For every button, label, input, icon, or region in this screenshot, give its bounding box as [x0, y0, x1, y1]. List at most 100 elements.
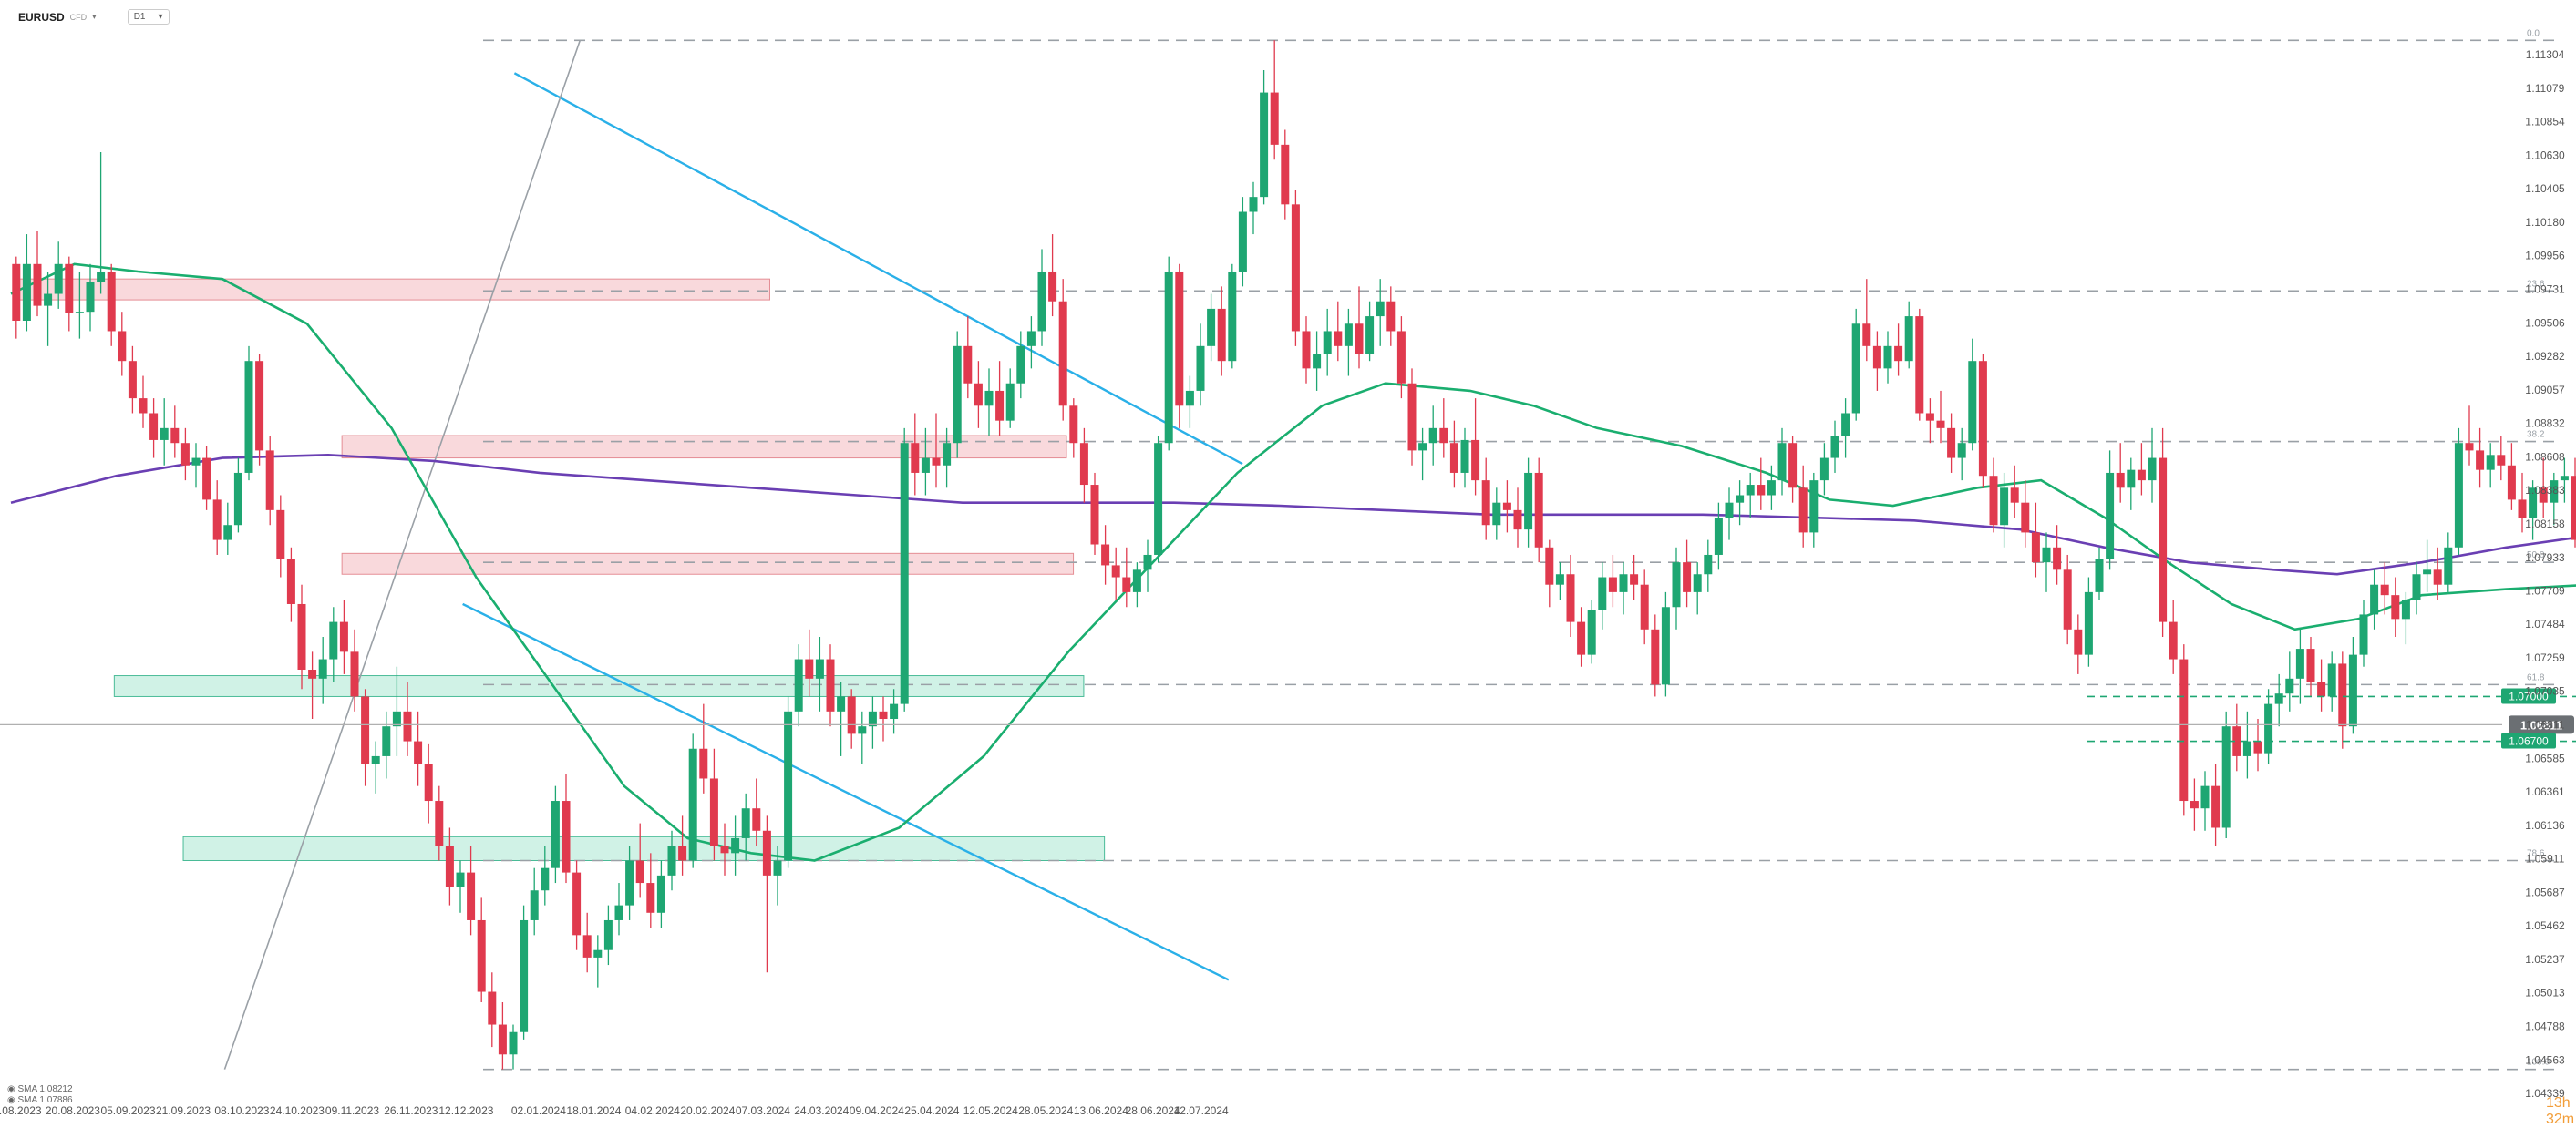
candle-body	[572, 873, 581, 936]
candle	[1598, 562, 1606, 630]
candle-body	[731, 838, 739, 853]
candle-body	[2106, 473, 2114, 559]
eye-icon[interactable]: ◉	[7, 1095, 15, 1105]
symbol-name[interactable]: EURUSD	[18, 11, 65, 24]
candle-body	[1757, 485, 1765, 495]
candle	[2138, 443, 2146, 495]
candle	[202, 446, 211, 509]
candle-body	[97, 272, 105, 282]
candle	[1545, 540, 1553, 608]
candle	[2117, 443, 2125, 502]
symbol-dropdown-icon[interactable]: ▾	[92, 12, 97, 22]
candle-body	[2360, 614, 2368, 654]
candle-body	[1503, 503, 1511, 510]
candle	[827, 644, 835, 726]
candle	[520, 906, 528, 1040]
candle	[995, 361, 1004, 436]
candle	[1788, 436, 1797, 503]
candle-body	[2000, 487, 2008, 525]
candle-body	[1154, 443, 1162, 555]
candle-body	[1165, 272, 1173, 443]
candle	[1376, 279, 1385, 346]
candle-body	[963, 346, 972, 384]
candle-body	[1788, 443, 1797, 487]
candle	[1820, 443, 1829, 495]
price-axis[interactable]: 1.113041.110791.108541.106301.104051.101…	[2525, 48, 2565, 1100]
candle	[2434, 548, 2442, 600]
candle	[97, 152, 105, 293]
candle-body	[742, 808, 750, 838]
legend-item[interactable]: ◉ SMA 1.07886	[7, 1095, 73, 1106]
candle-body	[1979, 361, 1987, 476]
timeframe-select[interactable]: D1 ▾	[128, 9, 170, 25]
candle	[848, 689, 856, 748]
candle-body	[710, 778, 718, 846]
candle	[1577, 607, 1585, 666]
date-tick-label: 25.04.2024	[904, 1104, 959, 1117]
candle	[721, 824, 729, 876]
candle	[2254, 719, 2262, 771]
candle-body	[467, 873, 475, 920]
candle	[657, 861, 665, 928]
candle-body	[2402, 600, 2410, 619]
candle-body	[108, 272, 116, 331]
candle	[1069, 398, 1077, 457]
candle-body	[2466, 443, 2474, 450]
candle	[1620, 562, 1628, 614]
price-alert-tag: 1.06700	[2501, 733, 2556, 749]
candle-body	[2571, 476, 2576, 539]
price-tick-label: 1.05462	[2525, 919, 2565, 932]
candle	[1324, 309, 1332, 376]
candle	[678, 815, 686, 875]
candle-body	[995, 391, 1004, 421]
candle	[2455, 428, 2463, 555]
candle-body	[2043, 548, 2051, 562]
candle-body	[287, 559, 295, 604]
candle-body	[1122, 578, 1130, 592]
candle	[1471, 398, 1479, 495]
candle-body	[1048, 272, 1056, 302]
candle-body	[1598, 578, 1606, 610]
candle-body	[1820, 458, 1829, 481]
indicator-legend: ◉ SMA 1.08212 ◉ SMA 1.07886	[7, 1084, 73, 1106]
candle-body	[139, 398, 148, 413]
price-tick-label: 1.10854	[2525, 116, 2565, 128]
candle	[572, 861, 581, 950]
candle	[752, 778, 760, 846]
candle	[2232, 704, 2241, 772]
candle-body	[668, 846, 676, 876]
candle-body	[1112, 565, 1120, 577]
candle	[298, 585, 306, 690]
legend-label: SMA 1.08212	[18, 1084, 73, 1094]
date-tick-label: 28.06.2024	[1126, 1104, 1180, 1117]
candle	[699, 704, 707, 794]
legend-item[interactable]: ◉ SMA 1.08212	[7, 1084, 73, 1095]
time-axis[interactable]: 03.08.202320.08.202305.09.202321.09.2023…	[0, 1104, 1229, 1117]
zones-layer	[15, 279, 1105, 860]
date-tick-label: 03.08.2023	[0, 1104, 42, 1117]
candle	[2053, 525, 2061, 584]
candle	[562, 774, 571, 883]
candle-body	[372, 756, 380, 764]
candle-body	[1514, 510, 1522, 529]
candle-body	[245, 361, 253, 473]
candle-body	[1937, 421, 1945, 428]
candle	[2317, 660, 2325, 712]
candle	[1122, 548, 1130, 607]
candle	[985, 368, 994, 436]
candle	[1112, 548, 1120, 600]
candle-body	[276, 510, 284, 559]
candle-body	[2201, 786, 2210, 809]
candle-body	[1852, 323, 1860, 413]
candle	[1990, 458, 1998, 533]
candle	[1016, 331, 1025, 398]
eye-icon[interactable]: ◉	[7, 1084, 15, 1094]
candle-body	[1862, 323, 1870, 346]
candle	[1292, 190, 1300, 346]
candle-body	[266, 450, 274, 509]
candle-body	[1303, 331, 1311, 368]
candle-body	[1471, 440, 1479, 480]
candle-body	[499, 1025, 507, 1055]
